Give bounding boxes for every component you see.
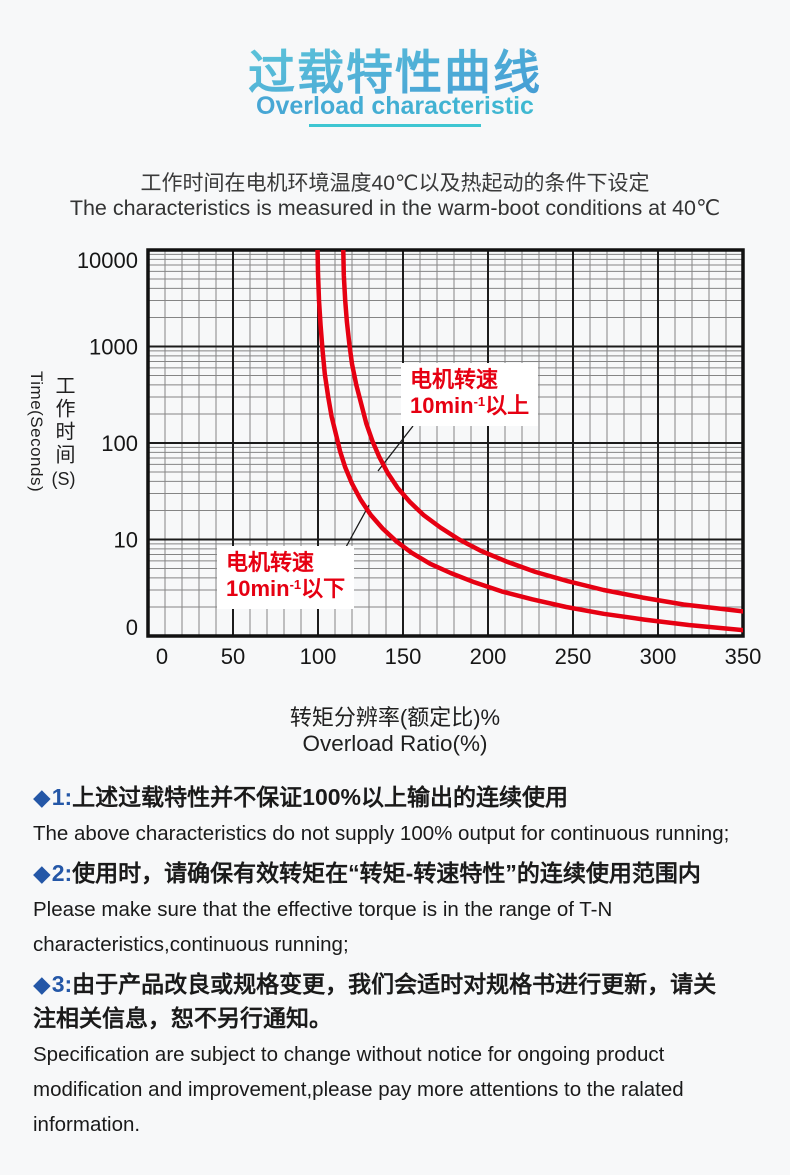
y-axis-title-en: Time(Seconds) (27, 371, 46, 493)
description-cjk: 工作时间在电机环境温度40℃以及热起动的条件下设定 (140, 172, 650, 195)
note-1-cjk: ◆1:上述过载特性并不保证100%以上输出的连续使用 (33, 784, 568, 810)
svg-text:1000: 1000 (89, 335, 138, 360)
note-1-en: The above characteristics do not supply … (33, 822, 730, 845)
y-axis-title: Time(Seconds) 工作时间 (S) (26, 352, 78, 512)
svg-text:300: 300 (640, 644, 677, 669)
svg-text:0: 0 (156, 644, 168, 669)
svg-text:250: 250 (555, 644, 592, 669)
svg-text:0: 0 (126, 615, 138, 640)
notes: ◆1:上述过载特性并不保证100%以上输出的连续使用 The above cha… (33, 780, 761, 1147)
y-axis-title-cjk: 工作时间 (52, 374, 74, 467)
y-axis-title-cjk-block: 工作时间 (S) (49, 375, 78, 490)
x-axis-title-cjk: 转矩分辨率(额定比)% (289, 705, 501, 730)
note-3-en-line3: information. (33, 1113, 141, 1136)
diamond-bullet-icon: ◆ (33, 784, 51, 810)
svg-text:200: 200 (470, 644, 507, 669)
svg-text:100: 100 (101, 431, 138, 456)
diamond-bullet-icon: ◆ (33, 860, 51, 886)
note-3-cjk-line2: 注相关信息，恕不另行通知。 (33, 1005, 332, 1031)
description-en: The characteristics is measured in the w… (69, 196, 721, 220)
svg-text:150: 150 (385, 644, 422, 669)
overload-chart: 0 50 100 150 200 250 300 350 0 10 100 1000 10000 (77, 248, 762, 669)
annotation-speed-above-line2: 10min-1以上 (410, 393, 530, 418)
svg-text:350: 350 (725, 644, 762, 669)
note-2-en-line2: characteristics,continuous running; (33, 933, 349, 956)
y-axis-unit: (S) (51, 468, 76, 489)
svg-text:50: 50 (221, 644, 245, 669)
note-1: ◆1:上述过载特性并不保证100%以上输出的连续使用 The above cha… (33, 780, 761, 851)
svg-text:100: 100 (300, 644, 337, 669)
curve-电机转速10min⁻¹以下 (315, 250, 743, 633)
diamond-bullet-icon: ◆ (33, 971, 51, 997)
annotation-speed-above: 电机转速 10min-1以上 (401, 363, 539, 426)
annotation-speed-below-line1: 电机转速 (226, 550, 315, 575)
page-title: 过载特性曲线 (0, 34, 790, 103)
annotation-speed-below: 电机转速 10min-1以下 (217, 546, 355, 609)
note-3: ◆3:由于产品改良或规格变更，我们会适时对规格书进行更新，请关 注相关信息，恕不… (33, 967, 761, 1142)
note-3-en-line1: Specification are subject to change with… (33, 1043, 665, 1066)
curve-电机转速10min⁻¹以上 (341, 250, 743, 614)
note-2-en-line1: Please make sure that the effective torq… (33, 898, 613, 921)
x-axis-title-en: Overload Ratio(%) (302, 731, 488, 756)
svg-text:10000: 10000 (77, 248, 138, 273)
page-subtitle: Overload characteristic (0, 92, 790, 121)
annotation-speed-above-line1: 电机转速 (410, 367, 499, 392)
note-3-en-line2: modification and improvement,please pay … (33, 1078, 684, 1101)
annotation-speed-below-line2: 10min-1以下 (226, 576, 346, 601)
note-2: ◆2:使用时，请确保有效转矩在“转矩-转速特性”的连续使用范围内 Please … (33, 856, 761, 962)
note-2-cjk: ◆2:使用时，请确保有效转矩在“转矩-转速特性”的连续使用范围内 (33, 860, 701, 886)
note-3-cjk-line1: ◆3:由于产品改良或规格变更，我们会适时对规格书进行更新，请关 (33, 971, 717, 997)
svg-text:10: 10 (114, 528, 138, 553)
title-underline (309, 124, 481, 127)
